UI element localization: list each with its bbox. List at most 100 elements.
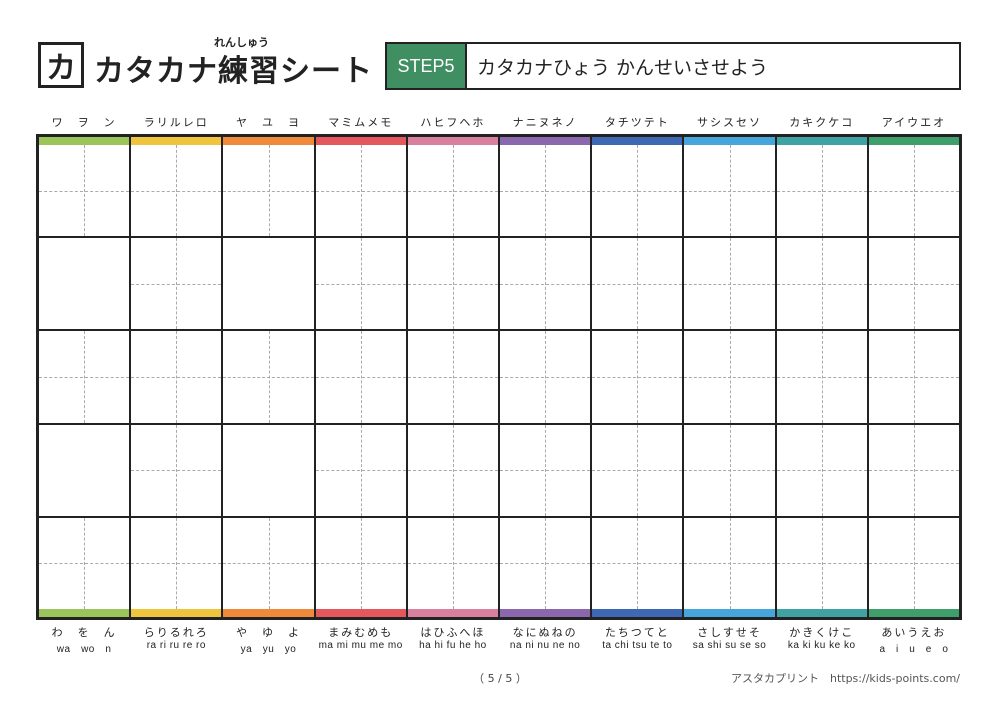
writing-cell[interactable] bbox=[131, 517, 222, 610]
color-bars-bottom bbox=[39, 609, 960, 617]
logo-icon: カ bbox=[38, 42, 84, 88]
column-header-katakana: ハヒフヘホ bbox=[420, 116, 486, 129]
column-footer-hiragana: や ゆ よ bbox=[236, 626, 301, 639]
writing-cell[interactable] bbox=[776, 424, 868, 518]
column-color-bar bbox=[407, 609, 501, 617]
writing-cell[interactable] bbox=[131, 331, 222, 425]
column-color-bar bbox=[315, 137, 408, 145]
column-footer-romaji: ka ki ku ke ko bbox=[787, 640, 856, 651]
writing-cell[interactable] bbox=[223, 145, 314, 239]
writing-cell[interactable] bbox=[684, 424, 775, 518]
writing-cell[interactable] bbox=[315, 517, 407, 610]
writing-cell[interactable] bbox=[684, 238, 775, 332]
column-footer-hiragana: たちつてと bbox=[604, 626, 670, 639]
column-footer-romaji: ta chi tsu te to bbox=[602, 640, 673, 651]
column-header-katakana: ヤ ユ ヨ bbox=[236, 116, 301, 129]
writing-cell[interactable] bbox=[315, 424, 407, 518]
column-color-bar bbox=[407, 137, 501, 145]
grid-column bbox=[39, 145, 132, 610]
writing-cell[interactable] bbox=[500, 145, 591, 239]
column-footer-hiragana: まみむめも bbox=[328, 626, 394, 639]
column-color-bar bbox=[500, 137, 593, 145]
column-header-katakana: アイウエオ bbox=[881, 116, 947, 129]
column-footer-hiragana: わ を ん bbox=[51, 626, 117, 639]
writing-cell[interactable] bbox=[39, 145, 130, 239]
writing-cell[interactable] bbox=[868, 424, 960, 518]
title-ruby: れんしゅう bbox=[214, 36, 269, 49]
column-header-katakana: タチツテト bbox=[604, 116, 670, 129]
writing-cell[interactable] bbox=[684, 145, 775, 239]
column-color-bar bbox=[868, 137, 960, 145]
writing-cell[interactable] bbox=[500, 331, 591, 425]
grid-column bbox=[868, 145, 960, 610]
site-credit: アスタカプリント https://kids-points.com/ bbox=[730, 672, 960, 685]
writing-cell[interactable] bbox=[500, 424, 591, 518]
grid-column bbox=[315, 145, 408, 610]
column-footer-romaji: ya yu yo bbox=[240, 644, 297, 655]
writing-cell[interactable] bbox=[223, 517, 314, 610]
column-footer-romaji: ha hi fu he ho bbox=[419, 640, 487, 651]
writing-cell[interactable] bbox=[223, 331, 314, 425]
writing-cell[interactable] bbox=[592, 145, 683, 239]
column-color-bar bbox=[39, 609, 132, 617]
column-footer-hiragana: かきくけこ bbox=[789, 626, 855, 639]
writing-cell[interactable] bbox=[776, 517, 868, 610]
writing-cell[interactable] bbox=[407, 517, 499, 610]
column-header-katakana: ラリルレロ bbox=[143, 116, 209, 129]
writing-cell[interactable] bbox=[407, 331, 499, 425]
column-color-bar bbox=[684, 137, 777, 145]
writing-cell[interactable] bbox=[684, 331, 775, 425]
writing-cell[interactable] bbox=[500, 517, 591, 610]
writing-cell[interactable] bbox=[39, 331, 130, 425]
practice-grid bbox=[36, 134, 962, 620]
writing-cell[interactable] bbox=[131, 145, 222, 239]
writing-cell[interactable] bbox=[592, 238, 683, 332]
column-footer-romaji: wa wo n bbox=[56, 644, 112, 655]
column-color-bar bbox=[500, 609, 593, 617]
column-header-katakana: サシスセソ bbox=[697, 116, 763, 129]
writing-cell[interactable] bbox=[868, 331, 960, 425]
writing-cell[interactable] bbox=[131, 424, 222, 518]
column-header-katakana: ナニヌネノ bbox=[512, 116, 578, 129]
writing-cell[interactable] bbox=[592, 424, 683, 518]
page-number: （ 5 / 5 ） bbox=[473, 672, 527, 685]
column-header-katakana: カキクケコ bbox=[789, 116, 855, 129]
column-color-bar bbox=[776, 609, 869, 617]
writing-cell[interactable] bbox=[315, 145, 407, 239]
column-color-bar bbox=[315, 609, 408, 617]
writing-cell[interactable] bbox=[315, 238, 407, 332]
writing-cell[interactable] bbox=[776, 331, 868, 425]
writing-cell[interactable] bbox=[868, 145, 960, 239]
column-color-bar bbox=[684, 609, 777, 617]
writing-cell[interactable] bbox=[776, 238, 868, 332]
writing-cell[interactable] bbox=[315, 331, 407, 425]
column-color-bar bbox=[223, 137, 316, 145]
writing-cell[interactable] bbox=[500, 238, 591, 332]
column-color-bar bbox=[868, 609, 960, 617]
column-footer-romaji: na ni nu ne no bbox=[509, 640, 581, 651]
writing-cell[interactable] bbox=[592, 517, 683, 610]
column-color-bar bbox=[776, 137, 869, 145]
writing-cell[interactable] bbox=[776, 145, 868, 239]
step-label: STEP5 bbox=[387, 44, 467, 88]
column-header-katakana: マミムメモ bbox=[328, 116, 394, 129]
writing-cell[interactable] bbox=[407, 145, 499, 239]
grid-columns bbox=[39, 145, 960, 610]
writing-cell[interactable] bbox=[868, 517, 960, 610]
column-footer-romaji: sa shi su se so bbox=[692, 640, 767, 651]
grid-column bbox=[776, 145, 869, 610]
grid-column bbox=[684, 145, 777, 610]
writing-cell[interactable] bbox=[592, 331, 683, 425]
column-color-bar bbox=[131, 609, 224, 617]
column-headers: ワ ヲ ン ラリルレロ ヤ ユ ヨ マミムメモ ハヒフヘホ ナニヌネノ タチツテト サシスセソ… bbox=[38, 114, 960, 132]
writing-cell[interactable] bbox=[39, 517, 130, 610]
writing-cell[interactable] bbox=[407, 424, 499, 518]
column-footer-romaji: ra ri ru re ro bbox=[146, 640, 206, 651]
writing-cell[interactable] bbox=[868, 238, 960, 332]
hiragana-row: わ を ん らりるれろ や ゆ よ まみむめも はひふへほ なにぬねの たちつてと さしすせそ… bbox=[38, 624, 960, 640]
writing-cell[interactable] bbox=[684, 517, 775, 610]
page-title: カタカナ練習シート bbox=[94, 54, 373, 89]
writing-cell[interactable] bbox=[131, 238, 222, 332]
writing-cell[interactable] bbox=[407, 238, 499, 332]
step-instruction: カタカナひょう かんせいさせよう bbox=[477, 56, 769, 79]
